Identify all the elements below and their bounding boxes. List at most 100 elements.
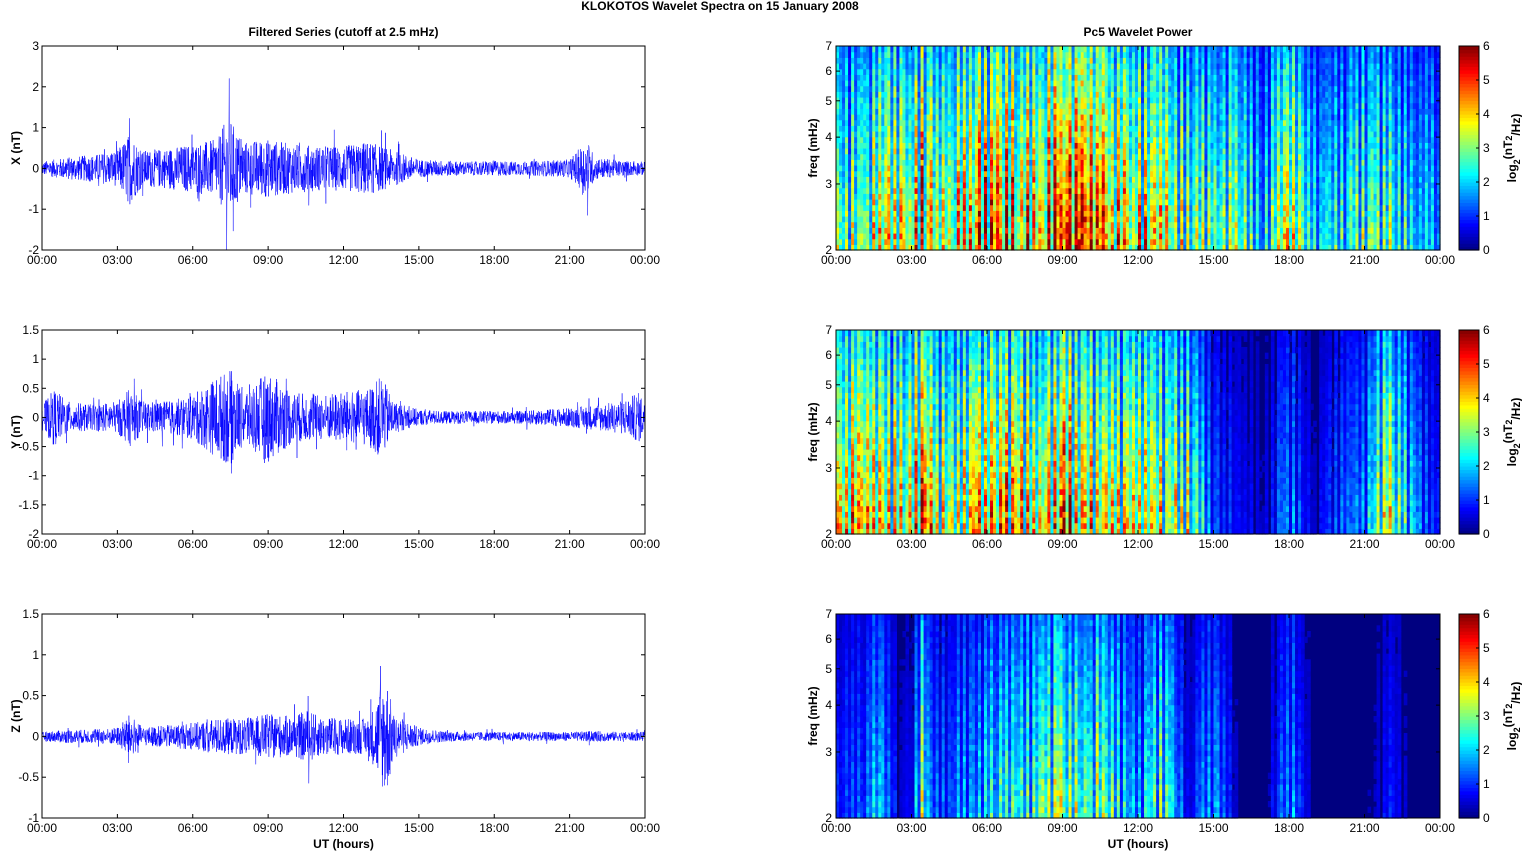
spectrum-cell	[1104, 159, 1109, 166]
spectrum-cell	[1086, 80, 1091, 87]
spectrum-cell	[1065, 136, 1070, 143]
spectrum-cell	[938, 182, 943, 189]
spectrum-cell	[1071, 165, 1076, 172]
spectrum-cell	[1113, 153, 1118, 160]
spectrum-cell	[1035, 244, 1039, 251]
spectrum-cell	[1032, 153, 1036, 160]
spectrum-cell	[1125, 108, 1130, 115]
spectrum-cell	[1153, 176, 1157, 183]
spectrum-cell	[1138, 142, 1142, 149]
spectrum-cell	[1125, 85, 1130, 92]
spectrum-cell	[1195, 74, 1199, 81]
spectrum-cell	[1104, 108, 1109, 115]
spectrum-cell	[899, 97, 904, 104]
spectrum-cell	[1159, 244, 1163, 251]
spectrum-cell	[1138, 74, 1142, 81]
spectrum-cell	[1116, 216, 1121, 223]
spectrum-cell	[1098, 199, 1103, 206]
spectrum-cell	[1092, 210, 1097, 217]
spectrum-cell	[1029, 193, 1033, 200]
spectrum-cell	[914, 199, 919, 206]
spectrum-cell	[1147, 108, 1151, 115]
spectrum-cell	[1041, 176, 1045, 183]
spectrum-cell	[977, 57, 982, 64]
spectrum-cell	[974, 204, 979, 211]
spectrum-cell	[1165, 199, 1169, 206]
spectrum-cell	[947, 216, 952, 223]
spectrum-cell	[884, 80, 888, 87]
spectrum-cell	[977, 193, 982, 200]
spectrum-cell	[926, 97, 931, 104]
spectrum-cell	[1101, 199, 1106, 206]
spectrum-cell	[993, 136, 997, 143]
spectrum-cell	[953, 46, 958, 53]
spectrum-cell	[1162, 125, 1166, 132]
spectrum-cell	[1162, 159, 1166, 166]
spectrum-cell	[1113, 233, 1118, 240]
spectrum-cell	[1053, 153, 1058, 160]
spectrum-cell	[872, 182, 876, 189]
spectrum-cell	[1050, 187, 1055, 194]
spectrum-cell	[857, 238, 861, 245]
spectrum-cell	[1008, 68, 1012, 75]
spectrum-cell	[1074, 238, 1079, 245]
spectrum-cell	[974, 176, 979, 183]
spectrum-cell	[1014, 244, 1018, 251]
spectrum-cell	[965, 46, 970, 53]
spectrum-cell	[1189, 210, 1193, 217]
spectrum-cell	[866, 159, 870, 166]
spectrum-cell	[1011, 199, 1015, 206]
spectrum-cell	[884, 85, 888, 92]
spectrum-cell	[1122, 227, 1127, 234]
spectrum-cell	[917, 51, 922, 58]
spectrum-cell	[1141, 74, 1145, 81]
spectrum-cell	[1104, 199, 1109, 206]
spectrum-cell	[1183, 182, 1187, 189]
spectrum-cell	[950, 159, 955, 166]
spectrum-cell	[929, 153, 934, 160]
spectrum-cell	[1110, 114, 1115, 121]
spectrum-cell	[1150, 114, 1154, 121]
spectrum-cell	[1159, 153, 1163, 160]
spectrum-cell	[914, 80, 919, 87]
spectrum-cell	[965, 233, 970, 240]
spectrum-cell	[1014, 51, 1018, 58]
spectrum-cell	[1116, 68, 1121, 75]
spectrum-cell	[1131, 227, 1136, 234]
spectrum-cell	[851, 182, 855, 189]
spectrum-cell	[1107, 148, 1112, 155]
spectrum-cell	[1035, 170, 1039, 177]
spectrum-cell	[1174, 74, 1178, 81]
spectrum-cell	[1083, 97, 1088, 104]
spectrum-cell	[1150, 131, 1154, 138]
spectrum-cell	[1122, 233, 1127, 240]
spectrum-cell	[935, 165, 940, 172]
spectrum-cell	[875, 233, 879, 240]
spectrum-cell	[1159, 148, 1163, 155]
spectrum-cell	[896, 148, 901, 155]
spectrum-cell	[965, 221, 970, 228]
spectrum-cell	[993, 97, 997, 104]
spectrum-cell	[1035, 187, 1039, 194]
spectrum-cell	[932, 63, 937, 70]
spectrum-cell	[845, 204, 849, 211]
spectrum-cell	[987, 193, 991, 200]
spectrum-cell	[938, 102, 943, 109]
spectrum-cell	[999, 193, 1003, 200]
spectrum-cell	[1005, 119, 1009, 126]
spectrum-cell	[899, 119, 904, 126]
spectrum-cell	[1077, 204, 1082, 211]
spectrum-cell	[1153, 85, 1157, 92]
spectrum-cell	[905, 91, 910, 98]
spectrum-cell	[1134, 91, 1139, 98]
spectrum-cell	[917, 91, 922, 98]
spectrum-cell	[1059, 114, 1064, 121]
spectrum-cell	[987, 210, 991, 217]
spectrum-cell	[1086, 165, 1091, 172]
spectrum-cell	[1138, 80, 1142, 87]
spectrum-cell	[881, 102, 885, 109]
spectrum-cell	[1029, 51, 1033, 58]
spectrum-cell	[993, 148, 997, 155]
spectrum-cell	[1180, 51, 1184, 58]
spectrum-cell	[845, 187, 849, 194]
